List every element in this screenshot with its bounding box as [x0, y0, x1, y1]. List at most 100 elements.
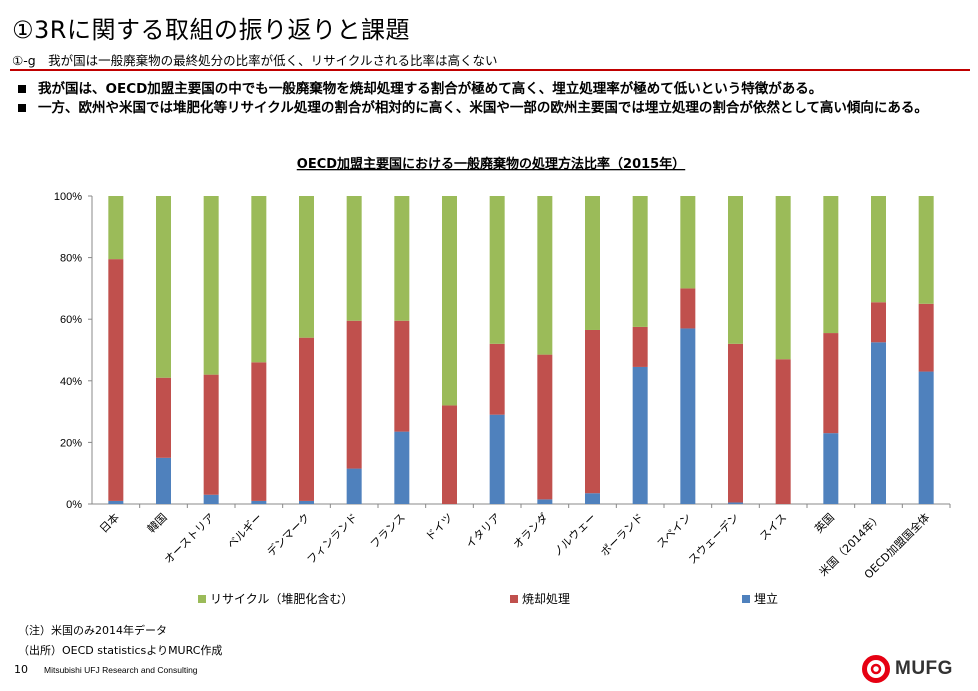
bar-segment — [871, 342, 886, 504]
x-tick-label: フランス — [368, 511, 408, 551]
bar-segment — [823, 333, 839, 434]
bar-segment — [108, 259, 124, 501]
bar-segment — [585, 196, 600, 330]
x-tick-label: 韓国 — [145, 511, 170, 536]
bar-segment — [489, 196, 505, 344]
title-divider — [10, 69, 970, 71]
bar-segment — [537, 354, 553, 500]
bar-segment — [728, 502, 743, 504]
x-tick-label: ドイツ — [423, 511, 456, 544]
x-tick-label: 英国 — [811, 510, 836, 535]
legend-label: 焼却処理 — [522, 592, 570, 606]
x-tick-label: イタリア — [463, 511, 503, 551]
bar-segment — [156, 196, 171, 378]
mufg-logo-icon — [862, 655, 890, 683]
legend-swatch — [510, 595, 518, 603]
bar-segment — [871, 302, 886, 343]
bullet-item: 我が国は、OECD加盟主要国の中でも一般廃棄物を焼却処理する割合が極めて高く、埋… — [16, 80, 956, 98]
y-tick-label: 0% — [66, 499, 82, 511]
chart-title: OECD加盟主要国における一般廃棄物の処理方法比率（2015年） — [297, 156, 685, 172]
bar-segment — [394, 196, 410, 321]
bar-segment — [680, 288, 696, 329]
y-tick-label: 80% — [60, 253, 82, 265]
bar-segment — [251, 196, 267, 363]
legend-label: リサイクル（堆肥化含む） — [210, 591, 353, 606]
stacked-bar-chart: OECD加盟主要国における一般廃棄物の処理方法比率（2015年） 0% 20% 40… — [54, 156, 951, 606]
x-tick-label: オーストリア — [162, 511, 217, 566]
chart-legend: リサイクル（堆肥化含む） 焼却処理 埋立 — [198, 591, 778, 606]
x-tick-label: 日本 — [96, 510, 121, 535]
bar-segment — [299, 500, 314, 504]
x-tick-label: デンマーク — [264, 510, 313, 559]
bar-segment — [585, 329, 600, 494]
bar-segment — [537, 499, 553, 504]
bar-segment — [871, 196, 886, 303]
bar-segment — [156, 457, 171, 504]
mufg-logo: MUFG — [862, 655, 953, 683]
bar-segment — [632, 196, 648, 327]
x-tick-label: スイス — [757, 511, 789, 543]
bar-segment — [299, 337, 314, 501]
chart-axes: 0% 20% 40% 60% 80% 100% — [54, 191, 951, 511]
bar-segment — [537, 196, 553, 355]
company-name: Mitsubishi UFJ Research and Consulting — [44, 665, 198, 675]
bar-segment — [680, 196, 696, 289]
x-tick-label: スペイン — [654, 511, 694, 551]
bar-segment — [108, 196, 124, 260]
bullet-square-icon — [18, 104, 26, 112]
bar-segment — [489, 414, 505, 504]
bar-segment — [156, 377, 171, 458]
bar-segment — [918, 303, 934, 372]
bar-segment — [346, 196, 362, 321]
note-text: （注）米国のみ2014年データ — [18, 624, 167, 637]
bullet-square-icon — [18, 85, 26, 93]
y-tick-label: 60% — [60, 314, 82, 326]
x-tick-label: ポーランド — [598, 511, 646, 559]
x-tick-label: オランダ — [510, 510, 551, 551]
logo-text: MUFG — [895, 658, 953, 679]
bar-segment — [203, 196, 219, 375]
page-title: ①3Rに関する取組の振り返りと課題 — [12, 16, 410, 44]
x-tick-label: ベルギー — [225, 511, 265, 551]
bar-segment — [632, 366, 648, 504]
bar-segment — [108, 500, 124, 504]
x-tick-label: フィンランド — [305, 511, 361, 567]
bullet-text: 我が国は、OECD加盟主要国の中でも一般廃棄物を焼却処理する割合が極めて高く、埋… — [38, 81, 823, 97]
bar-segment — [203, 494, 219, 504]
bar-segment — [680, 328, 696, 504]
bar-segment — [346, 468, 362, 504]
x-tick-label: スウェーデン — [685, 510, 742, 567]
bar-segment — [346, 320, 362, 469]
bar-segment — [823, 196, 839, 334]
legend-swatch — [742, 595, 750, 603]
chart-bars — [108, 196, 934, 504]
page-subtitle: ①-g 我が国は一般廃棄物の最終処分の比率が低く、リサイクルされる比率は高くない — [12, 53, 498, 68]
bullet-text: 一方、欧州や米国では堆肥化等リサイクル処理の割合が相対的に高く、米国や一部の欧州… — [38, 100, 928, 116]
bar-segment — [823, 433, 839, 504]
bar-segment — [632, 326, 648, 367]
bar-segment — [299, 196, 314, 338]
y-tick-label: 20% — [60, 437, 82, 449]
legend-label: 埋立 — [754, 591, 778, 606]
bar-segment — [775, 359, 791, 504]
legend-swatch — [198, 595, 206, 603]
bar-segment — [918, 196, 934, 304]
page-number: 10 — [14, 663, 28, 676]
bar-segment — [203, 374, 219, 495]
x-tick-label: ノルウェー — [551, 511, 599, 559]
bar-segment — [918, 371, 934, 504]
bar-segment — [394, 320, 410, 432]
bar-segment — [394, 431, 410, 504]
bar-segment — [585, 493, 600, 504]
bar-segment — [489, 343, 505, 415]
bar-segment — [251, 500, 267, 504]
bar-segment — [728, 343, 743, 503]
bar-segment — [251, 362, 267, 501]
bullet-list: 我が国は、OECD加盟主要国の中でも一般廃棄物を焼却処理する割合が極めて高く、埋… — [16, 80, 956, 118]
y-tick-label: 40% — [60, 376, 82, 388]
bar-segment — [442, 196, 457, 406]
bar-segment — [728, 196, 743, 344]
source-text: （出所）OECD statisticsよりMURC作成 — [18, 644, 223, 657]
bar-segment — [442, 405, 457, 504]
